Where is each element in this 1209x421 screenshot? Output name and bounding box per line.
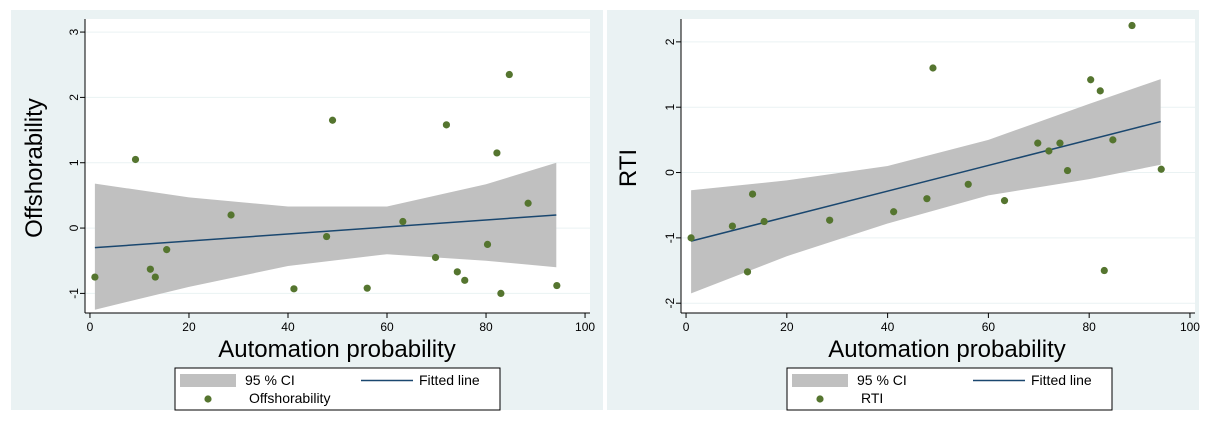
x-tick-label: 80 — [1082, 320, 1096, 334]
legend-points-label: RTI — [861, 390, 883, 406]
data-point — [687, 234, 695, 242]
data-point — [442, 121, 451, 129]
y-tick-label: -2 — [663, 298, 677, 309]
legend-ci-swatch — [180, 374, 236, 387]
data-point — [743, 268, 752, 276]
data-point — [826, 216, 834, 224]
x-tick-label: 0 — [683, 320, 690, 334]
data-point — [553, 281, 561, 290]
legend-points-swatch — [204, 395, 212, 403]
data-point — [505, 70, 513, 79]
fitted-line — [690, 120, 1161, 242]
data-point — [748, 190, 757, 198]
y-tick-label: 0 — [67, 224, 81, 231]
y-tick-label: -1 — [663, 232, 677, 243]
y-tick-label: 0 — [663, 169, 677, 176]
legend-points-swatch — [816, 395, 824, 403]
data-point — [227, 211, 235, 219]
legend-ci-swatch — [792, 374, 848, 387]
data-point — [1063, 166, 1072, 175]
x-axis-title: Automation probability — [218, 336, 455, 363]
data-point — [91, 273, 99, 281]
y-axis-title: Offshorability — [21, 98, 48, 238]
data-point — [1100, 266, 1108, 275]
data-point — [483, 240, 492, 248]
data-point — [323, 232, 331, 241]
data-point — [290, 285, 298, 293]
data-point — [728, 222, 737, 230]
y-tick-label: 2 — [67, 94, 81, 101]
x-tick-label: 40 — [881, 320, 895, 334]
legend-ci-label: 95 % CI — [857, 372, 907, 388]
data-point — [151, 273, 159, 281]
x-tick-label: 20 — [780, 320, 794, 334]
y-tick-label: 2 — [663, 38, 677, 45]
data-point — [1045, 147, 1053, 155]
fitted-line — [94, 214, 557, 249]
data-point — [363, 284, 371, 292]
y-tick-label: -1 — [67, 288, 81, 299]
x-tick-label: 20 — [182, 320, 196, 334]
x-tick-label: 100 — [575, 320, 595, 334]
data-point — [399, 217, 407, 226]
data-point — [493, 149, 501, 157]
data-point — [1056, 139, 1064, 147]
legend-ci-label: 95 % CI — [245, 372, 295, 388]
data-point — [1109, 136, 1117, 144]
data-point — [760, 217, 768, 226]
data-point — [1096, 87, 1104, 95]
x-axis-title: Automation probability — [828, 336, 1065, 363]
x-tick-label: 40 — [281, 320, 295, 334]
data-point — [146, 265, 154, 273]
x-tick-label: 100 — [1180, 320, 1200, 334]
data-point — [1000, 197, 1009, 205]
data-point — [163, 246, 171, 254]
data-point — [929, 64, 937, 72]
x-tick-label: 0 — [87, 320, 94, 334]
y-tick-label: 1 — [67, 159, 81, 166]
legend-fit-label: Fitted line — [419, 372, 480, 388]
data-point — [524, 199, 532, 207]
data-point — [1157, 165, 1165, 173]
data-point — [923, 195, 931, 203]
data-point — [453, 268, 461, 276]
chart-offshorability: 0 20 40 60 80 100 -1 0 1 2 3 Automation probability… — [11, 10, 603, 411]
y-tick-label: 3 — [67, 28, 81, 35]
x-tick-label: 60 — [380, 320, 394, 334]
data-point — [964, 180, 972, 188]
data-point — [1034, 139, 1042, 147]
ci-band — [691, 79, 1161, 294]
x-tick-label: 80 — [479, 320, 493, 334]
y-axis-title: RTI — [615, 149, 642, 187]
data-point — [431, 253, 440, 262]
y-tick-label: 1 — [663, 104, 677, 111]
legend-points-label: Offshorability — [249, 390, 330, 406]
data-point — [890, 208, 898, 216]
data-point — [461, 276, 469, 284]
x-tick-label: 60 — [982, 320, 996, 334]
data-point — [1128, 21, 1136, 30]
data-point — [328, 116, 337, 124]
data-point — [1087, 76, 1095, 84]
legend-fit-label: Fitted line — [1031, 372, 1092, 388]
data-point — [131, 155, 140, 164]
data-point — [497, 289, 505, 297]
chart-rti: 0 20 40 60 80 100 -2 -1 0 1 2 Automation probabilit… — [607, 10, 1200, 411]
